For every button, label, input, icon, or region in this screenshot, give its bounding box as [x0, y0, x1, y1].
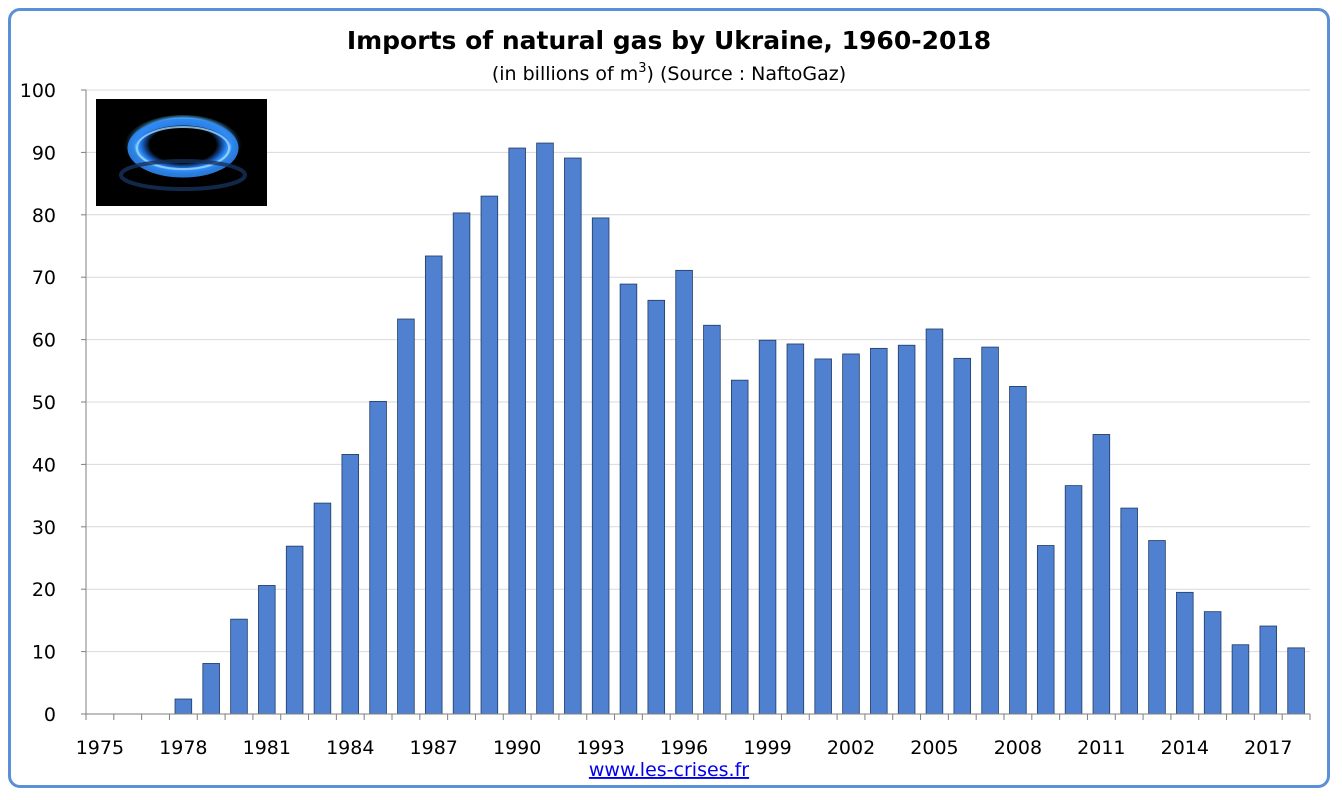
bar: [1092, 434, 1111, 715]
y-tick-label: 100: [20, 80, 56, 102]
x-tick-label: 1978: [159, 737, 207, 759]
bar: [313, 502, 332, 715]
x-tick-label: 1981: [243, 737, 291, 759]
x-tick-label: 1984: [326, 737, 374, 759]
y-tick-label: 50: [32, 392, 56, 414]
x-tick-label: 2011: [1077, 737, 1125, 759]
bar: [758, 339, 777, 715]
bar: [452, 212, 471, 715]
bar: [397, 318, 415, 715]
x-tick-label: 1999: [743, 737, 791, 759]
y-tick-label: 90: [32, 142, 56, 164]
x-tick-label: 2014: [1161, 737, 1209, 759]
bar: [953, 357, 972, 715]
axes: [81, 89, 1311, 720]
bar: [786, 343, 805, 715]
gas-flame-image: [96, 99, 267, 206]
bar: [230, 618, 248, 715]
y-tick-label: 20: [32, 579, 56, 601]
y-tick-label: 30: [32, 517, 56, 539]
y-tick-label: 10: [32, 642, 56, 664]
bar: [981, 346, 999, 715]
bar: [591, 217, 610, 715]
bar: [925, 328, 944, 715]
x-tick-label: 1990: [493, 737, 541, 759]
x-tick-label: 2005: [910, 737, 958, 759]
bar: [258, 585, 276, 715]
bar: [369, 400, 387, 715]
bar: [1259, 625, 1278, 715]
bar: [285, 545, 304, 715]
bar-series: [174, 142, 1305, 715]
x-tick-label: 1993: [576, 737, 624, 759]
y-axis-ticks: 0 10 20 30 40 50 60 70 80 90 100: [20, 80, 56, 726]
bar: [174, 698, 193, 715]
y-tick-label: 80: [32, 205, 56, 227]
bar: [424, 255, 443, 715]
chart-title: Imports of natural gas by Ukraine, 1960-…: [347, 26, 991, 55]
bar: [675, 269, 693, 715]
bar: [870, 347, 888, 715]
bar: [202, 663, 220, 715]
y-tick-label: 0: [44, 704, 56, 726]
chart-subtitle: (in billions of m3) (Source : NaftoGaz): [492, 61, 846, 85]
bar: [1203, 611, 1222, 715]
bar: [1231, 644, 1250, 715]
bar: [1064, 485, 1083, 715]
bar: [1287, 647, 1305, 715]
x-tick-label: 2008: [994, 737, 1042, 759]
x-tick-label: 2002: [827, 737, 875, 759]
y-tick-label: 40: [32, 454, 56, 476]
bar: [619, 283, 638, 715]
bar: [508, 147, 526, 715]
bar: [341, 454, 360, 715]
x-tick-label: 2017: [1244, 737, 1292, 759]
subtitle-source: ) (Source : NaftoGaz): [647, 63, 847, 85]
x-tick-label: 1975: [76, 737, 124, 759]
bar: [814, 358, 832, 715]
bar: [1036, 545, 1055, 715]
bar: [842, 353, 860, 715]
y-tick-label: 60: [32, 330, 56, 352]
y-tick-label: 70: [32, 267, 56, 289]
bar: [1176, 591, 1194, 715]
bar: [730, 379, 749, 715]
bar: [1009, 385, 1027, 715]
subtitle-superscript: 3: [638, 61, 646, 76]
bar: [647, 299, 666, 715]
bar: [564, 157, 582, 715]
bar: [703, 324, 721, 715]
x-tick-label: 1987: [410, 737, 458, 759]
subtitle-text: (in billions of m: [492, 63, 638, 85]
x-axis-ticks: 1975 1978 1981 1984 1987 1990 1993 1996 1999 2002…: [76, 737, 1293, 759]
source-link[interactable]: www.les-crises.fr: [589, 759, 749, 781]
bar: [897, 344, 916, 715]
bar: [1148, 540, 1166, 715]
x-tick-label: 1996: [660, 737, 708, 759]
bar: [1120, 507, 1138, 715]
bar: [536, 142, 554, 715]
bar: [480, 195, 499, 715]
